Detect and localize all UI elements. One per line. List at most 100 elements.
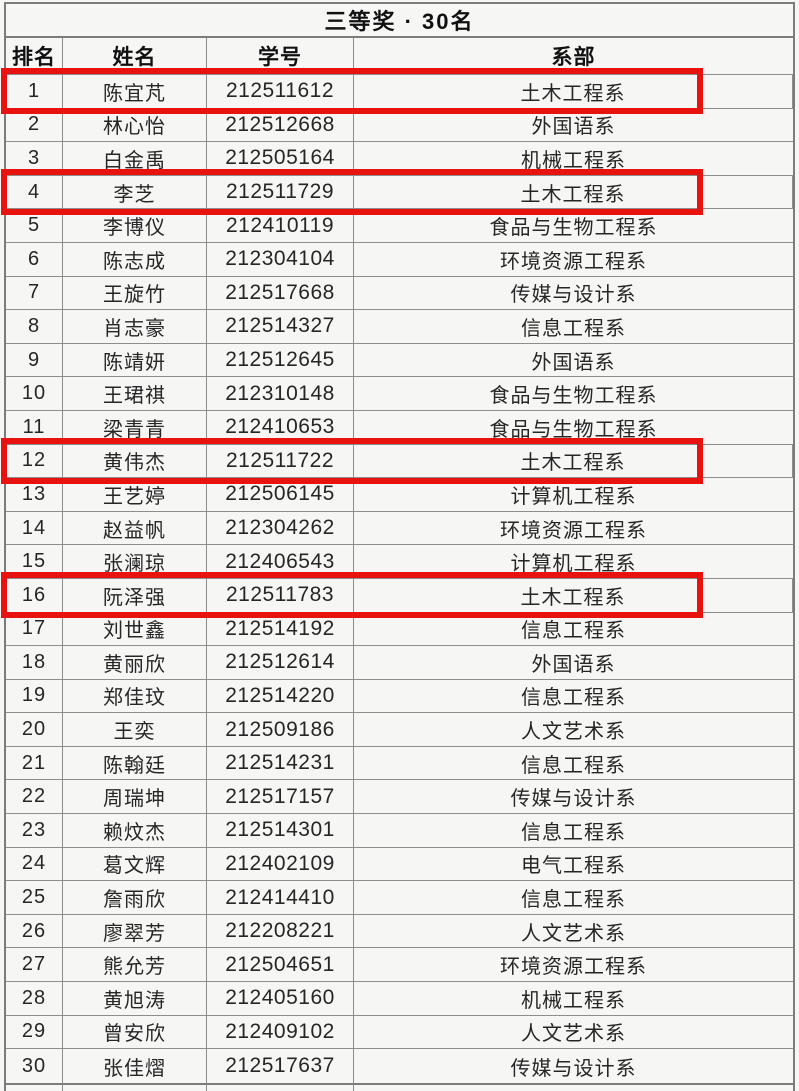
- rank-cell: 14: [6, 511, 63, 545]
- name-cell: 詹雨欣: [63, 881, 207, 914]
- name-cell: 李芝: [63, 175, 207, 209]
- partial-next-row: [4, 1085, 795, 1091]
- student-id-cell: 212511722: [207, 444, 354, 478]
- table-row: 18 黄丽欣 212512614 外国语系: [6, 646, 793, 680]
- name-cell: 赖炆杰: [63, 814, 207, 847]
- name-cell: 周瑞坤: [63, 780, 207, 814]
- name-cell: 肖志豪: [63, 310, 207, 343]
- rank-cell: 25: [6, 881, 63, 914]
- student-id-cell: 212517668: [207, 276, 354, 310]
- rank-cell: 23: [6, 814, 63, 847]
- rank-cell: 4: [6, 175, 63, 209]
- rank-cell: 1: [6, 75, 63, 108]
- rank-cell: 18: [6, 646, 63, 679]
- name-cell: 曾安欣: [63, 1015, 207, 1049]
- table-row: 24 葛文辉 212402109 电气工程系: [6, 847, 793, 882]
- table-row: 17 刘世鑫 212514192 信息工程系: [6, 612, 793, 647]
- rank-cell: 8: [6, 310, 63, 343]
- student-id-cell: 212514327: [207, 310, 354, 343]
- table-row: 6 陈志成 212304104 环境资源工程系: [6, 242, 793, 277]
- name-cell: 林心怡: [63, 108, 207, 142]
- table-row: 9 陈靖妍 212512645 外国语系: [6, 343, 793, 378]
- rank-cell: 28: [6, 982, 63, 1015]
- student-id-cell: 212310148: [207, 377, 354, 410]
- table-row: 13 王艺婷 212506145 计算机工程系: [6, 478, 793, 512]
- table-row: 27 熊允芳 212504651 环境资源工程系: [6, 948, 793, 983]
- department-cell: 信息工程系: [521, 620, 626, 643]
- name-cell: 郑佳玟: [63, 679, 207, 713]
- student-id-cell: 212514231: [207, 746, 354, 780]
- table-row: 19 郑佳玟 212514220 信息工程系: [6, 679, 793, 714]
- table-row: 12 黄伟杰 212511722 土木工程系: [1, 437, 793, 484]
- student-id-cell: 212511783: [207, 578, 354, 612]
- table-row: 3 白金禹 212505164 机械工程系: [6, 142, 793, 176]
- name-cell: 黄伟杰: [63, 444, 207, 478]
- name-cell: 张佳熠: [63, 1049, 207, 1083]
- data-rows: 1 陈宜芃 212511612 土木工程系 2 林心怡 212512668 外国语系 3 白金禹 2…: [1, 68, 793, 1083]
- rank-cell: 7: [6, 276, 63, 310]
- name-cell: 陈翰廷: [63, 746, 207, 780]
- rank-cell: 15: [6, 545, 63, 578]
- student-id-cell: 212512645: [207, 343, 354, 377]
- table-row: 2 林心怡 212512668 外国语系: [6, 108, 793, 143]
- student-id-cell: 212304104: [207, 242, 354, 276]
- department-cell: 传媒与设计系: [510, 284, 637, 307]
- rank-cell: 13: [6, 478, 63, 511]
- rank-cell: 21: [6, 746, 63, 780]
- rank-cell: 9: [6, 343, 63, 377]
- name-cell: 王艺婷: [63, 478, 207, 511]
- rank-cell: 19: [6, 679, 63, 713]
- department-cell: 人文艺术系: [521, 922, 626, 945]
- name-cell: 葛文辉: [63, 847, 207, 881]
- rank-cell: 10: [6, 377, 63, 410]
- department-cell: 环境资源工程系: [500, 519, 647, 542]
- department-cell: 土木工程系: [354, 444, 793, 478]
- department-cell: 外国语系: [531, 351, 616, 374]
- department-cell: 食品与生物工程系: [489, 217, 658, 240]
- rank-cell: 24: [6, 847, 63, 881]
- table-row: 4 李芝 212511729 土木工程系: [1, 168, 793, 215]
- student-id-cell: 212208221: [207, 914, 354, 948]
- table-row: 26 廖翠芳 212208221 人文艺术系: [6, 914, 793, 949]
- department-cell: 信息工程系: [521, 889, 626, 912]
- student-id-cell: 212406543: [207, 545, 354, 578]
- table-row: 5 李博仪 212410119 食品与生物工程系: [6, 209, 793, 243]
- student-id-cell: 212511612: [207, 75, 354, 108]
- rank-cell: 27: [6, 948, 63, 982]
- student-id-cell: 212514192: [207, 612, 354, 646]
- name-cell: 陈志成: [63, 242, 207, 276]
- table-row: 22 周瑞坤 212517157 传媒与设计系: [6, 780, 793, 815]
- table-row: 28 黄旭涛 212405160 机械工程系: [6, 982, 793, 1016]
- name-cell: 赵益帆: [63, 511, 207, 545]
- table-row: 20 王奕 212509186 人文艺术系: [6, 713, 793, 747]
- student-id-cell: 212517637: [207, 1049, 354, 1083]
- rank-cell: 5: [6, 209, 63, 242]
- student-id-cell: 212405160: [207, 982, 354, 1015]
- rank-cell: 3: [6, 142, 63, 175]
- department-cell: 信息工程系: [521, 821, 626, 844]
- name-cell: 熊允芳: [63, 948, 207, 982]
- rank-cell: 17: [6, 612, 63, 646]
- rank-cell: 26: [6, 914, 63, 948]
- table-row: 16 阮泽强 212511783 土木工程系: [1, 571, 793, 618]
- name-cell: 李博仪: [63, 209, 207, 242]
- department-cell: 食品与生物工程系: [489, 385, 658, 408]
- name-cell: 白金禹: [63, 142, 207, 175]
- name-cell: 王珺祺: [63, 377, 207, 410]
- student-id-cell: 212304262: [207, 511, 354, 545]
- name-cell: 陈宜芃: [63, 75, 207, 108]
- rank-cell: 12: [6, 444, 63, 478]
- table-row: 29 曾安欣 212409102 人文艺术系: [6, 1015, 793, 1050]
- student-id-cell: 212512668: [207, 108, 354, 142]
- student-id-cell: 212410653: [207, 410, 354, 444]
- student-id-cell: 212402109: [207, 847, 354, 881]
- department-cell: 计算机工程系: [510, 553, 637, 576]
- rank-cell: 6: [6, 242, 63, 276]
- student-id-cell: 212517157: [207, 780, 354, 814]
- student-id-cell: 212511729: [207, 175, 354, 209]
- name-cell: 黄旭涛: [63, 982, 207, 1015]
- table-header-row: 排名 姓名 学号 系部: [6, 38, 793, 75]
- table-row: 30 张佳熠 212517637 传媒与设计系: [6, 1049, 793, 1083]
- name-cell: 梁青青: [63, 410, 207, 444]
